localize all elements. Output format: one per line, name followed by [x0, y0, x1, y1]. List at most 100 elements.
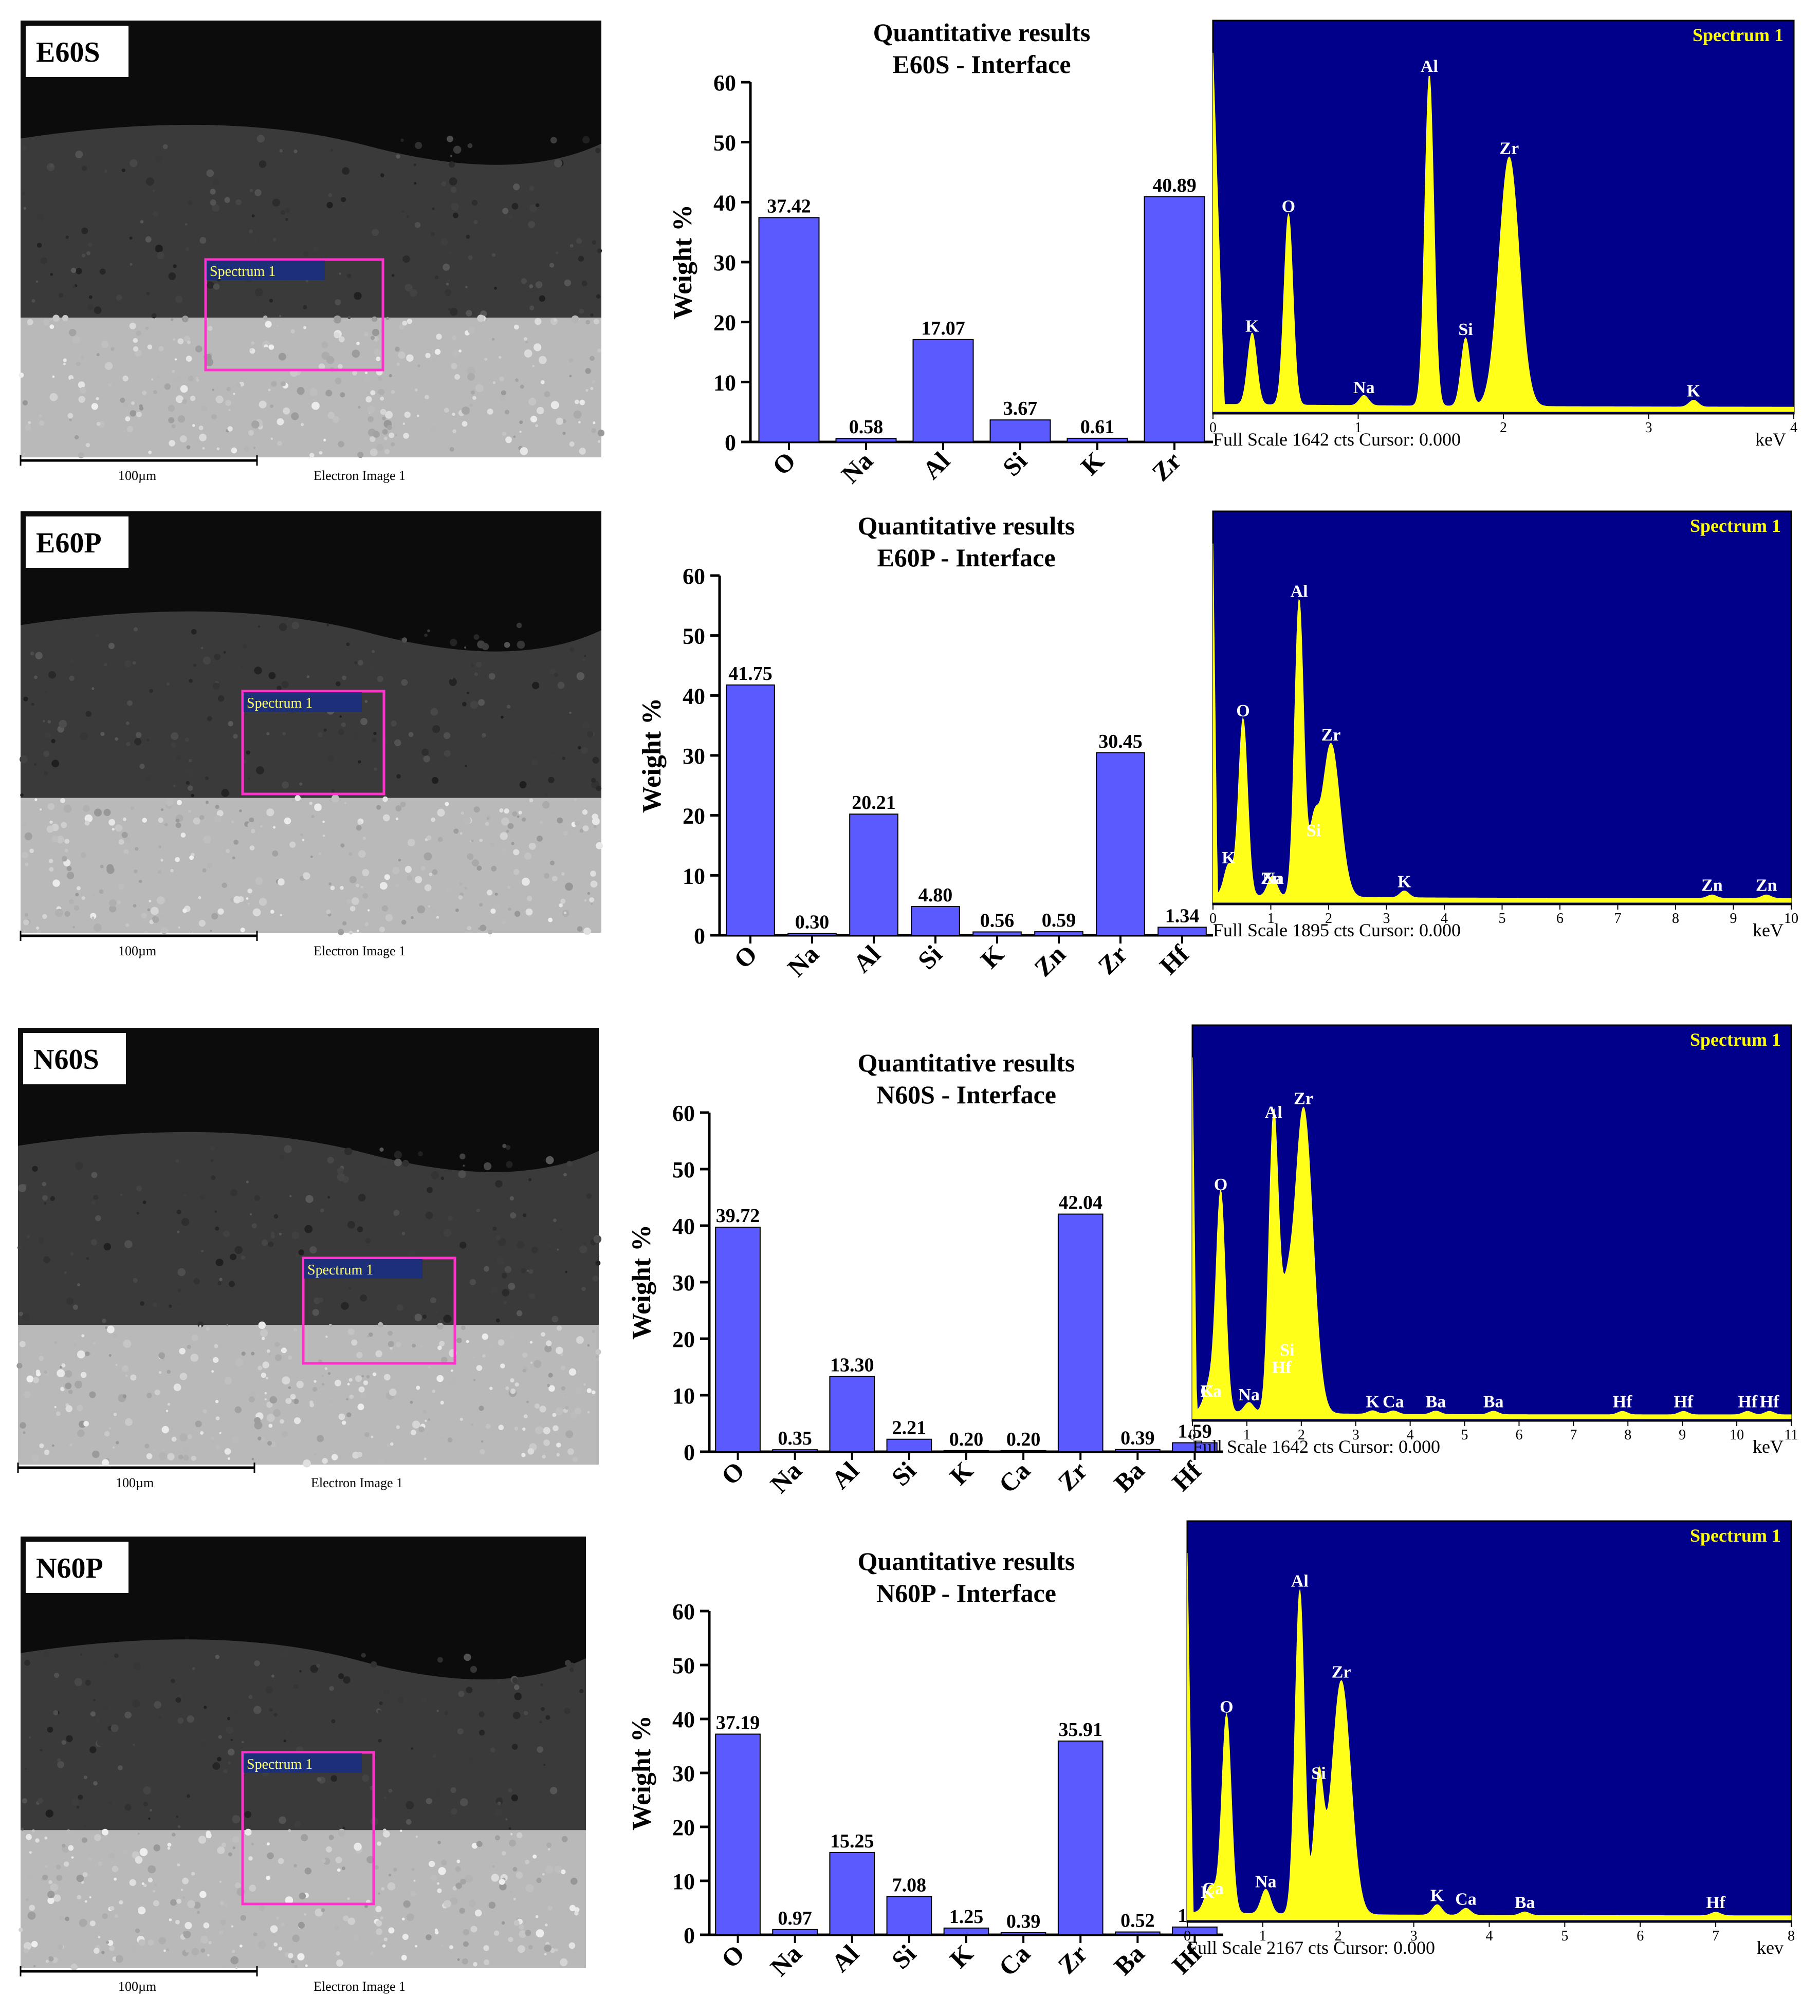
x-tick-label: O — [767, 446, 801, 480]
y-tick-label: 60 — [713, 70, 736, 96]
y-tick-label: 0 — [684, 1923, 695, 1948]
peak-label-zr: Zr — [1499, 139, 1519, 158]
bar-zr — [1096, 752, 1145, 936]
chart-title: Quantitative results — [873, 18, 1091, 47]
bar-value-label: 1.25 — [949, 1906, 984, 1928]
peak-label-k: K — [1245, 317, 1259, 336]
peak-label-na: Na — [1255, 1872, 1277, 1891]
x-tick-label: O — [715, 1939, 750, 1973]
y-tick-label: 10 — [683, 863, 705, 889]
x-tick-label: Ca — [993, 1456, 1036, 1499]
spectrum-x-tick-label: 1 — [1243, 1427, 1251, 1443]
bar-na — [772, 1929, 818, 1935]
sem-micrograph: Spectrum 1 N60P 100µm Electron Image 1 — [19, 1537, 586, 1994]
spectrum-curve — [1212, 52, 1794, 412]
bar-value-label: 1.59 — [1178, 1421, 1212, 1442]
peak-label-zr: Zr — [1294, 1089, 1313, 1108]
bar-na — [772, 1449, 818, 1452]
x-tick-label: Na — [765, 1456, 807, 1499]
bar-value-label: 20.21 — [852, 792, 896, 813]
x-tick-label: O — [728, 939, 763, 974]
y-tick-label: 10 — [672, 1383, 695, 1409]
x-tick-label: K — [975, 939, 1009, 974]
bar-zr — [1057, 1213, 1104, 1453]
peak-label-na: Na — [1238, 1385, 1260, 1404]
spectrum-x-tick-label: 0 — [1209, 420, 1217, 436]
image-caption: Electron Image 1 — [311, 1475, 403, 1490]
bar-value-label: 4.80 — [918, 884, 953, 906]
peak-label-k: K — [1430, 1886, 1444, 1906]
spectrum-unit: keV — [1753, 920, 1784, 940]
sample-label: E60S — [36, 36, 100, 68]
spectrum-x-tick-label: 9 — [1679, 1427, 1686, 1443]
spectrum-curve — [1192, 1057, 1792, 1419]
spectrum-x-tick-label: 5 — [1499, 911, 1506, 927]
bar-zn — [1034, 931, 1083, 936]
x-tick-label: Zr — [1052, 1456, 1093, 1496]
x-tick-label: K — [1075, 446, 1110, 480]
spectrum-x-tick-label: 5 — [1561, 1928, 1568, 1944]
peak-label-si: Si — [1458, 320, 1473, 339]
y-tick-label: 20 — [683, 804, 705, 829]
spectrum-x-tick-label: 4 — [1441, 911, 1448, 927]
peak-label-al: Al — [1265, 1103, 1282, 1122]
y-axis-label: Weight % — [627, 1225, 656, 1340]
panel-e60s: Spectrum 1 E60S 100µm Electron Image 1 Quant… — [19, 18, 1797, 489]
y-tick-label: 20 — [672, 1327, 695, 1352]
bar-k — [943, 1450, 989, 1453]
bar-si — [989, 419, 1051, 443]
bar-si — [886, 1896, 932, 1935]
panel-n60p: Spectrum 1 N60P 100µm Electron Image 1 Quant… — [19, 1520, 1795, 1994]
x-tick-label: Hf — [1154, 939, 1195, 980]
y-axis-label: Weight % — [668, 205, 697, 320]
y-tick-label: 60 — [672, 1101, 695, 1126]
bar-k — [1067, 437, 1128, 443]
bar-al — [849, 813, 898, 936]
chart-title: Quantitative results — [858, 511, 1075, 540]
bar-ca — [1000, 1932, 1046, 1936]
spectrum-title: Spectrum 1 — [1693, 25, 1784, 45]
sample-label-box — [26, 26, 128, 77]
x-tick-label: Zr — [1052, 1939, 1093, 1980]
y-tick-label: 30 — [713, 250, 736, 275]
x-tick-label: Zr — [1146, 446, 1187, 487]
spectrum-x-tick-label: 0 — [1184, 1928, 1191, 1944]
x-tick-label: Na — [782, 939, 824, 982]
bar-value-label: 7.08 — [892, 1875, 927, 1896]
x-tick-label: Al — [917, 446, 955, 485]
x-tick-label: Si — [886, 1939, 922, 1974]
spectrum-x-tick-label: 11 — [1785, 1427, 1798, 1443]
chart-title: Quantitative results — [858, 1547, 1075, 1576]
bar-value-label: 0.56 — [980, 910, 1015, 931]
x-tick-label: Ba — [1108, 1456, 1150, 1497]
weight-bar-chart: Quantitative results N60S - Interface 0 10 2… — [627, 1048, 1223, 1499]
y-tick-label: 60 — [683, 564, 705, 589]
peak-label-ba: Ba — [1515, 1893, 1535, 1912]
spectrum-selection-box — [241, 1751, 375, 1906]
bar-hf — [1157, 927, 1207, 936]
sample-label: N60S — [33, 1044, 99, 1076]
bar-value-label: 1.34 — [1165, 905, 1200, 927]
image-caption: Electron Image 1 — [314, 1979, 406, 1994]
spectrum-x-tick-label: 10 — [1784, 911, 1798, 927]
y-tick-label: 50 — [713, 131, 736, 156]
weight-bar-chart: Quantitative results E60S - Interface 0 10 2… — [668, 18, 1213, 489]
bar-k — [943, 1927, 989, 1935]
peak-label-k: K — [1222, 848, 1236, 867]
bar-value-label: 2.21 — [892, 1417, 927, 1439]
x-tick-label: O — [715, 1456, 750, 1490]
sem-micrograph: Spectrum 1 E60P 100µm Electron Image 1 — [20, 511, 603, 958]
bar-al — [829, 1376, 875, 1452]
panel-n60s: Spectrum 1 N60S 100µm Electron Image 1 Quant… — [16, 1024, 1798, 1499]
y-tick-label: 40 — [672, 1214, 695, 1239]
x-tick-label: Ba — [1108, 1939, 1150, 1981]
peak-label-ba: Ba — [1483, 1392, 1504, 1411]
spectrum-curve — [1212, 543, 1792, 903]
peak-label-si: Si — [1307, 821, 1321, 840]
spectrum-x-tick-label: 4 — [1486, 1928, 1493, 1944]
spectrum-x-tick-label: 7 — [1614, 911, 1622, 927]
sample-label-box — [26, 1542, 128, 1593]
bar-value-label: 41.75 — [728, 663, 773, 685]
